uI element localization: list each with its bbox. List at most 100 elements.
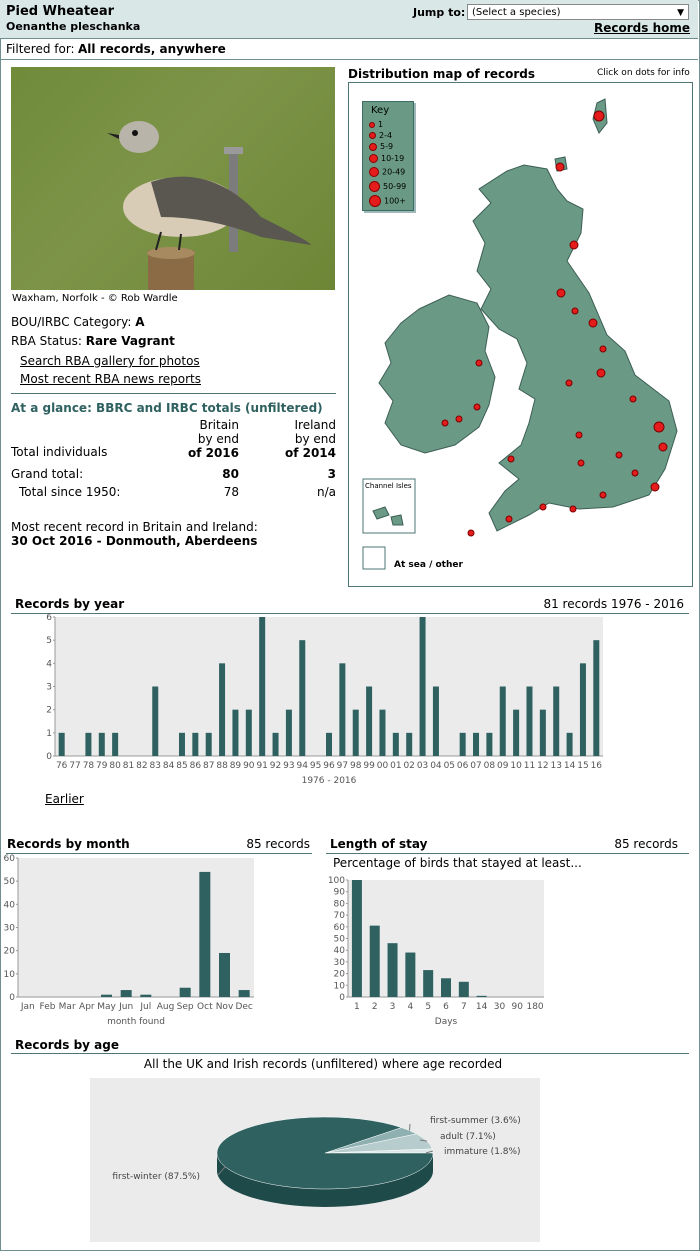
y-tick-label: 6: [46, 613, 52, 623]
bar: [219, 663, 226, 756]
x-tick-label: 12: [537, 761, 548, 771]
x-tick-label: 90: [243, 761, 255, 771]
x-tick-label: Nov: [216, 1002, 234, 1012]
x-tick-label: 07: [470, 761, 481, 771]
pie-label: first-summer (3.6%): [430, 1116, 521, 1126]
x-tick-label: 08: [484, 761, 496, 771]
x-tick-label: 14: [564, 761, 576, 771]
ireland-head-2: by end: [294, 432, 336, 446]
y-tick-label: 10: [4, 970, 16, 980]
pie-leader-line: [408, 1123, 411, 1131]
species-latin-name: Oenanthe pleschanka: [6, 20, 141, 33]
x-tick-label: 2: [372, 1002, 378, 1012]
x-tick-label: 3: [390, 1002, 396, 1012]
bar: [205, 732, 212, 756]
x-tick-label: May: [97, 1002, 116, 1012]
x-tick-label: Mar: [59, 1002, 76, 1012]
bar: [140, 994, 152, 997]
x-tick-label: 5: [425, 1002, 431, 1012]
x-tick-label: 90: [512, 1002, 524, 1012]
x-axis-label: month found: [107, 1017, 165, 1027]
britain-head-3: of 2016: [187, 446, 239, 460]
species-name: Pied Wheatear: [6, 4, 115, 19]
species-select[interactable]: (Select a species) ▼: [467, 4, 689, 20]
bar: [366, 686, 373, 756]
status-value: Rare Vagrant: [85, 334, 175, 348]
key-item: 2-4: [369, 131, 392, 140]
y-tick-label: 40: [4, 900, 16, 910]
bar: [326, 732, 332, 756]
bar: [245, 709, 252, 756]
bar: [593, 640, 600, 756]
age-chart: first-winter (87.5%) first-summer (3.6%) a…: [90, 1078, 540, 1242]
bar: [178, 732, 185, 756]
bar: [272, 732, 279, 756]
y-tick-label: 90: [334, 888, 346, 898]
x-tick-label: 03: [417, 761, 428, 771]
x-tick-label: 80: [109, 761, 121, 771]
bar: [387, 943, 398, 997]
y-tick-label: 80: [334, 899, 346, 909]
x-tick-label: Feb: [40, 1002, 56, 1012]
x-tick-label: 09: [497, 761, 509, 771]
gallery-link[interactable]: Search RBA gallery for photos: [20, 354, 200, 368]
x-tick-label: 87: [203, 761, 214, 771]
x-tick-label: 77: [69, 761, 80, 771]
divider: [326, 853, 689, 854]
bar: [179, 987, 191, 997]
bar: [526, 686, 533, 756]
y-tick-label: 30: [4, 924, 16, 934]
bar: [423, 970, 434, 997]
x-tick-label: 88: [216, 761, 228, 771]
stay-chart-summary: 85 records: [614, 837, 678, 851]
x-tick-label: 82: [136, 761, 147, 771]
map-hint: Click on dots for info: [597, 68, 690, 78]
y-tick-label: 100: [328, 876, 345, 886]
bar: [85, 732, 92, 756]
earlier-link[interactable]: Earlier: [45, 792, 84, 806]
bar: [58, 732, 65, 756]
bar: [432, 686, 439, 756]
x-tick-label: Sep: [177, 1002, 194, 1012]
x-tick-label: 85: [176, 761, 187, 771]
category-row: BOU/IRBC Category: A: [11, 315, 145, 329]
bar: [120, 990, 132, 997]
y-tick-label: 20: [4, 947, 16, 957]
stay-chart-subtitle: Percentage of birds that stayed at least…: [333, 856, 582, 870]
grand-total-britain: 80: [222, 467, 239, 481]
x-tick-label: 76: [56, 761, 68, 771]
bar: [566, 732, 573, 756]
divider: [11, 613, 689, 614]
y-tick-label: 20: [334, 970, 346, 980]
y-tick-label: 0: [46, 752, 52, 762]
x-tick-label: 11: [524, 761, 535, 771]
records-home-link[interactable]: Records home: [594, 21, 690, 35]
pie-leader-line: [419, 1139, 428, 1142]
grand-total-label: Grand total:: [11, 467, 84, 481]
total-individuals-label: Total individuals: [11, 445, 108, 459]
photo-caption: Waxham, Norfolk - © Rob Wardle: [12, 293, 178, 304]
year-chart-summary: 81 records 1976 - 2016: [543, 597, 684, 611]
bar: [392, 732, 399, 756]
news-link[interactable]: Most recent RBA news reports: [20, 372, 201, 386]
species-photo[interactable]: [11, 67, 335, 290]
x-tick-label: Jan: [20, 1002, 35, 1012]
x-tick-label: 98: [350, 761, 362, 771]
bar: [379, 709, 386, 756]
divider: [11, 1053, 689, 1054]
bar: [406, 732, 413, 756]
bar: [285, 709, 292, 756]
divider: [6, 853, 312, 854]
channel-isles-label: Channel Isles: [365, 482, 412, 490]
glance-ireland-header: Ireland by end of 2014: [272, 418, 336, 460]
filter-bar: Filtered for: All records, anywhere: [0, 39, 698, 60]
x-tick-label: 93: [283, 761, 294, 771]
x-tick-label: Jun: [118, 1002, 133, 1012]
bar: [98, 732, 105, 756]
key-item: 100+: [369, 195, 406, 207]
month-chart-title: Records by month: [7, 837, 130, 851]
bar: [199, 871, 211, 997]
x-axis-label: 1976 - 2016: [302, 776, 357, 786]
key-item: 50-99: [369, 181, 406, 192]
